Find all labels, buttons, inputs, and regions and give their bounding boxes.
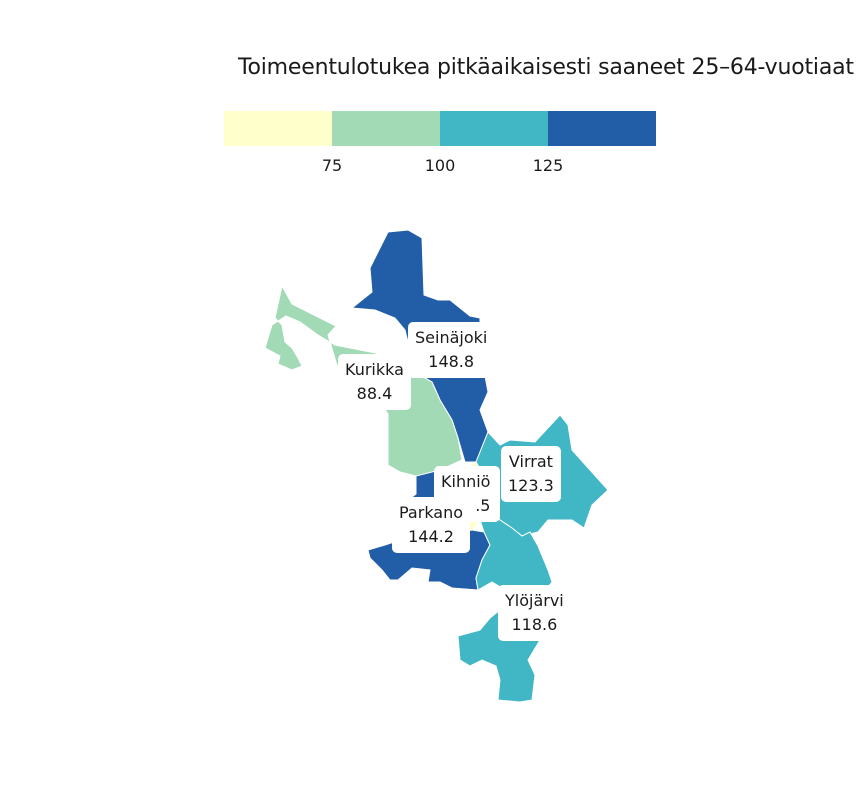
legend-tick-label: 125 xyxy=(532,156,564,175)
label-virrat: Virrat 123.3 xyxy=(501,446,561,502)
region-value: 118.6 xyxy=(511,615,558,634)
legend-swatch xyxy=(440,111,548,146)
legend-swatch xyxy=(548,111,656,146)
region-value: .5 xyxy=(475,496,491,515)
region-value: 148.8 xyxy=(428,352,475,371)
region-name: Virrat xyxy=(508,452,553,471)
label-ylojarvi: Ylöjärvi 118.6 xyxy=(498,585,571,641)
color-legend: 75 100 125 xyxy=(224,111,656,176)
label-seinajoki: Seinäjoki 148.8 xyxy=(408,322,495,378)
label-parkano: Parkano 144.2 xyxy=(392,497,471,553)
map-title: Toimeentulotukea pitkäaikaisesti saaneet… xyxy=(238,55,854,80)
region-value: 144.2 xyxy=(408,527,454,546)
label-kurikka: Kurikka 88.4 xyxy=(338,354,411,410)
region-name: Seinäjoki xyxy=(415,328,488,347)
region-value: 88.4 xyxy=(356,384,393,403)
region-name: Kihniö xyxy=(441,472,491,491)
legend-swatch xyxy=(332,111,440,146)
legend-tick-label: 100 xyxy=(424,156,456,175)
region-name: Parkano xyxy=(399,503,464,522)
legend-tick-label: 75 xyxy=(321,156,343,175)
region-name: Kurikka xyxy=(345,360,404,379)
region-name: Ylöjärvi xyxy=(505,591,564,610)
region-value: 123.3 xyxy=(508,476,554,495)
legend-swatch xyxy=(224,111,332,146)
